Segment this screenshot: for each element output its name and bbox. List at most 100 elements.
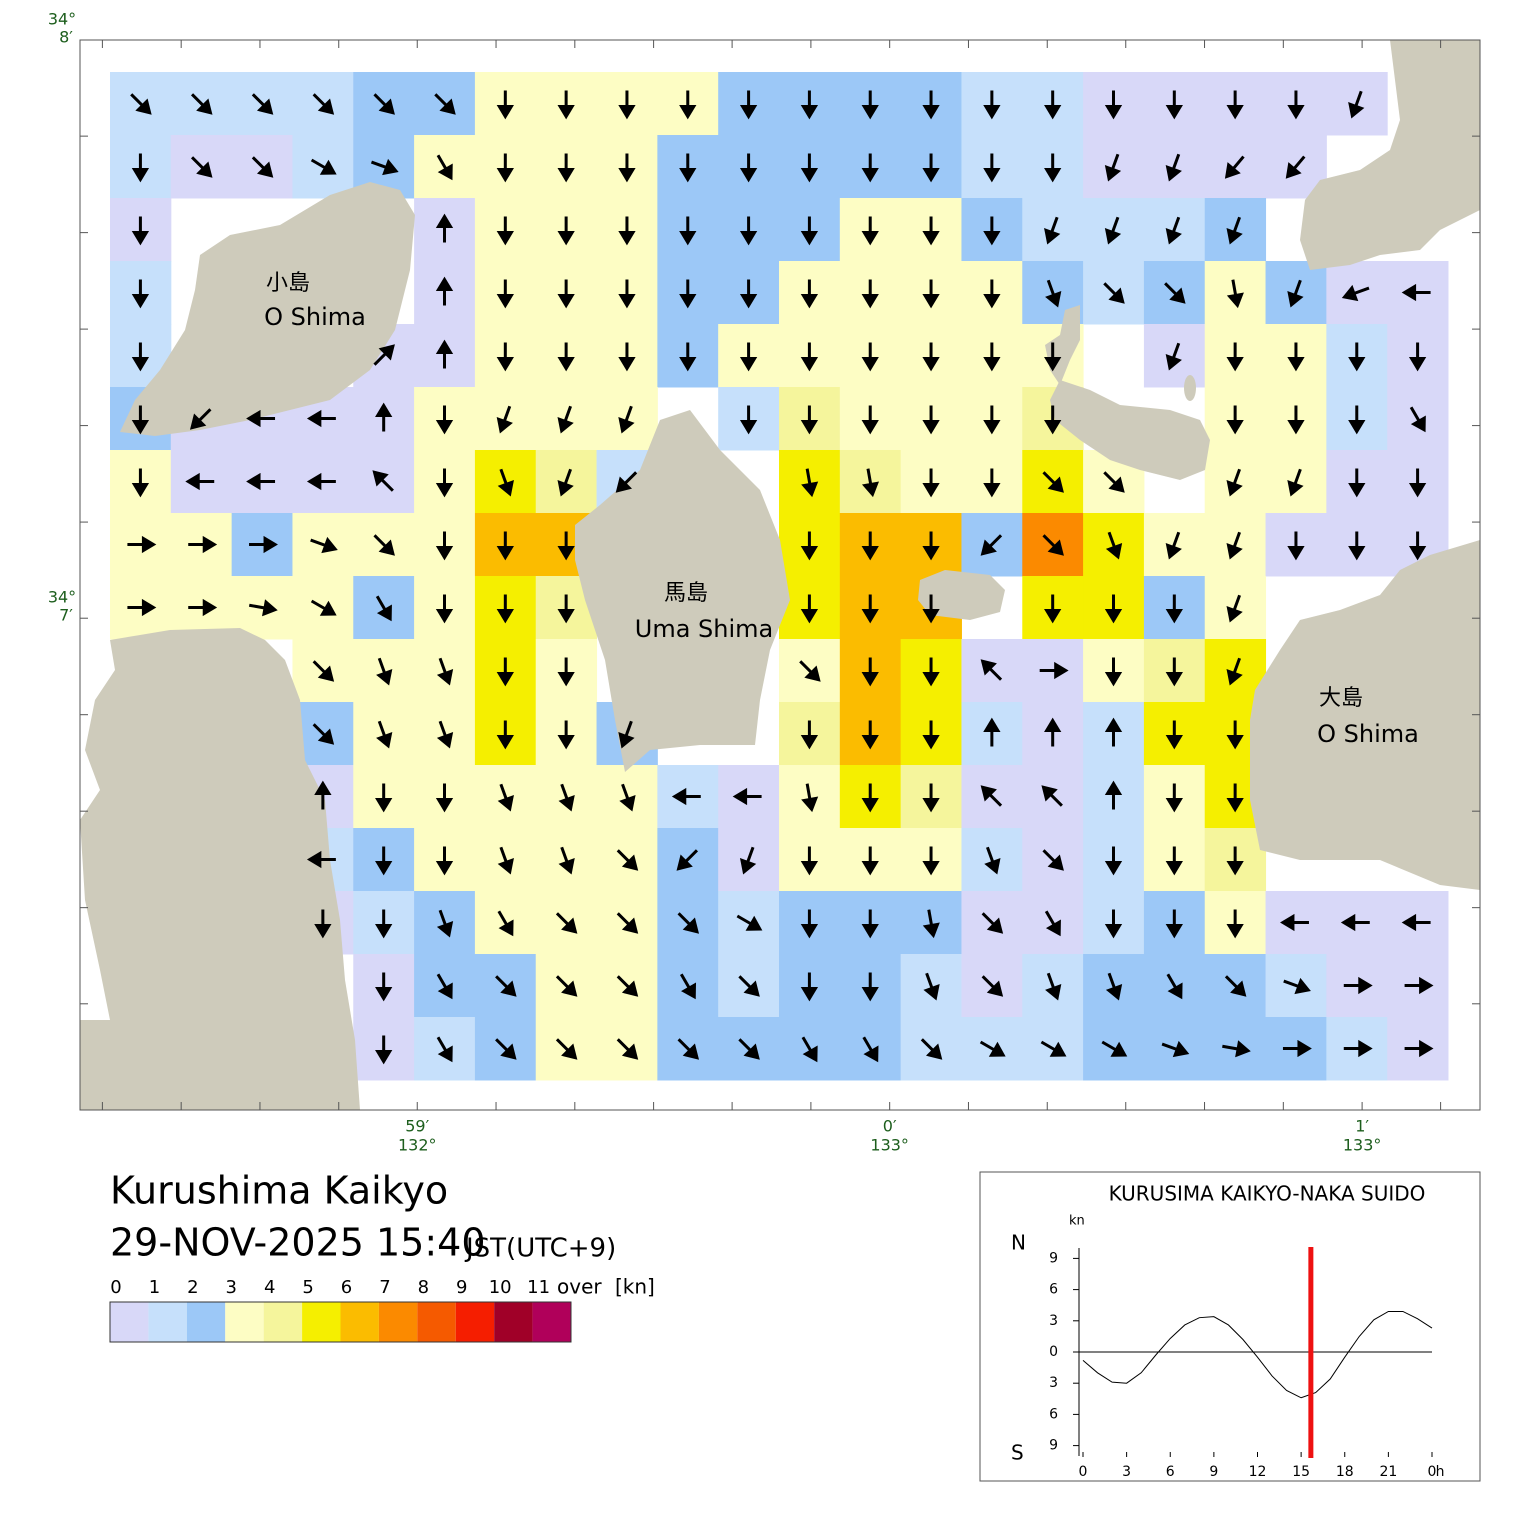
current-arrow (1044, 717, 1062, 747)
current-arrow (1340, 913, 1370, 932)
lat-label-deg: 34° (48, 10, 76, 29)
land-uma-shima (575, 410, 790, 772)
land-islet-center (918, 570, 1005, 620)
colorbar-swatch (225, 1302, 264, 1342)
current-arrow (800, 972, 819, 1002)
current-arrow (922, 657, 940, 687)
current-arrow (676, 849, 699, 871)
current-arrow (1045, 279, 1062, 308)
current-arrow (495, 1038, 517, 1060)
current-arrow (310, 599, 337, 616)
colorbar: 0 1 2 3 4 5 6 7 8 9 10 11 over [kn] (109, 1275, 655, 1343)
colorbar-label: 4 (264, 1277, 275, 1298)
place-romaji: O Shima (1317, 720, 1419, 748)
current-arrow (983, 90, 1001, 120)
current-arrow (1408, 342, 1427, 372)
current-arrow (1165, 216, 1182, 245)
current-arrow (739, 279, 758, 309)
colorbar-unit: [kn] (615, 1275, 655, 1299)
current-arrow (497, 468, 514, 497)
current-arrow (557, 153, 575, 183)
current-arrow (618, 90, 636, 120)
current-arrow (557, 90, 575, 120)
current-arrow (496, 657, 514, 687)
current-arrow (619, 783, 636, 812)
current-arrow (861, 279, 879, 309)
current-arrow (1166, 973, 1183, 1000)
current-arrow (739, 153, 758, 183)
current-arrow (557, 405, 574, 434)
current-arrow (861, 90, 879, 120)
current-arrow (1226, 342, 1244, 372)
land-islet-east (1050, 380, 1210, 480)
current-arrow (436, 657, 454, 686)
current-arrow (861, 720, 879, 750)
current-arrow (436, 154, 453, 181)
current-arrow (616, 975, 639, 997)
current-arrow (246, 409, 276, 428)
current-arrow (1044, 90, 1062, 120)
current-arrow (131, 279, 150, 309)
current-arrow (249, 535, 278, 554)
current-arrow (1287, 90, 1305, 120)
tide-x-unit: h (1436, 1464, 1445, 1480)
current-arrow (1161, 1040, 1190, 1058)
current-arrow (1283, 977, 1311, 995)
current-arrow (800, 846, 819, 876)
current-arrow (801, 783, 819, 813)
current-arrow (616, 849, 639, 871)
current-arrow (800, 153, 819, 183)
map-frame (79, 39, 1481, 1111)
tide-x-label: 21 (1379, 1464, 1397, 1480)
current-arrow (251, 93, 274, 115)
tide-south: S (1011, 1441, 1024, 1465)
current-arrow (496, 90, 514, 120)
current-arrow (496, 153, 514, 183)
current-arrow (558, 846, 575, 875)
current-arrow (800, 909, 819, 939)
current-arrow (618, 153, 636, 183)
current-arrow (1226, 594, 1243, 623)
current-arrow (1409, 406, 1426, 433)
lon-label-min: 1′ (1355, 1117, 1369, 1136)
current-arrow (1164, 282, 1186, 304)
colorbar-border (109, 1301, 572, 1343)
colorbar-label: 6 (341, 1277, 352, 1298)
current-arrow (435, 594, 454, 624)
current-arrow (738, 1038, 760, 1060)
current-arrow (306, 409, 336, 428)
current-arrow (306, 850, 336, 869)
current-arrow (557, 531, 575, 561)
current-arrow (980, 534, 1003, 556)
current-arrow (1044, 910, 1061, 937)
current-arrow (435, 531, 454, 561)
current-arrow (983, 468, 1001, 498)
current-arrow (739, 846, 757, 875)
colorbar-label: 10 (489, 1277, 512, 1298)
current-arrow (312, 93, 335, 115)
current-arrow (800, 594, 819, 624)
current-arrow (1165, 783, 1183, 813)
current-arrow (1408, 531, 1427, 561)
current-arrow (861, 468, 880, 498)
current-arrow (310, 536, 338, 554)
current-arrow (1039, 661, 1069, 680)
current-arrow (1341, 284, 1370, 302)
current-arrow (738, 975, 760, 997)
colorbar-label: 0 (110, 1277, 121, 1298)
colorbar-label: 11 (527, 1277, 550, 1298)
current-arrow (1104, 846, 1123, 876)
current-arrow (800, 216, 819, 246)
current-arrow (677, 1038, 700, 1060)
datetime: 29-NOV-2025 15:40 (110, 1221, 486, 1265)
colorbar-label: 9 (456, 1277, 467, 1298)
current-arrow (618, 279, 636, 309)
current-arrow (1165, 657, 1183, 687)
current-arrow (314, 780, 332, 810)
current-arrow (131, 216, 150, 246)
current-arrow (435, 213, 454, 243)
current-arrow (1226, 216, 1243, 245)
current-arrow (497, 846, 514, 875)
current-arrow (131, 153, 150, 183)
current-arrow (922, 153, 940, 183)
